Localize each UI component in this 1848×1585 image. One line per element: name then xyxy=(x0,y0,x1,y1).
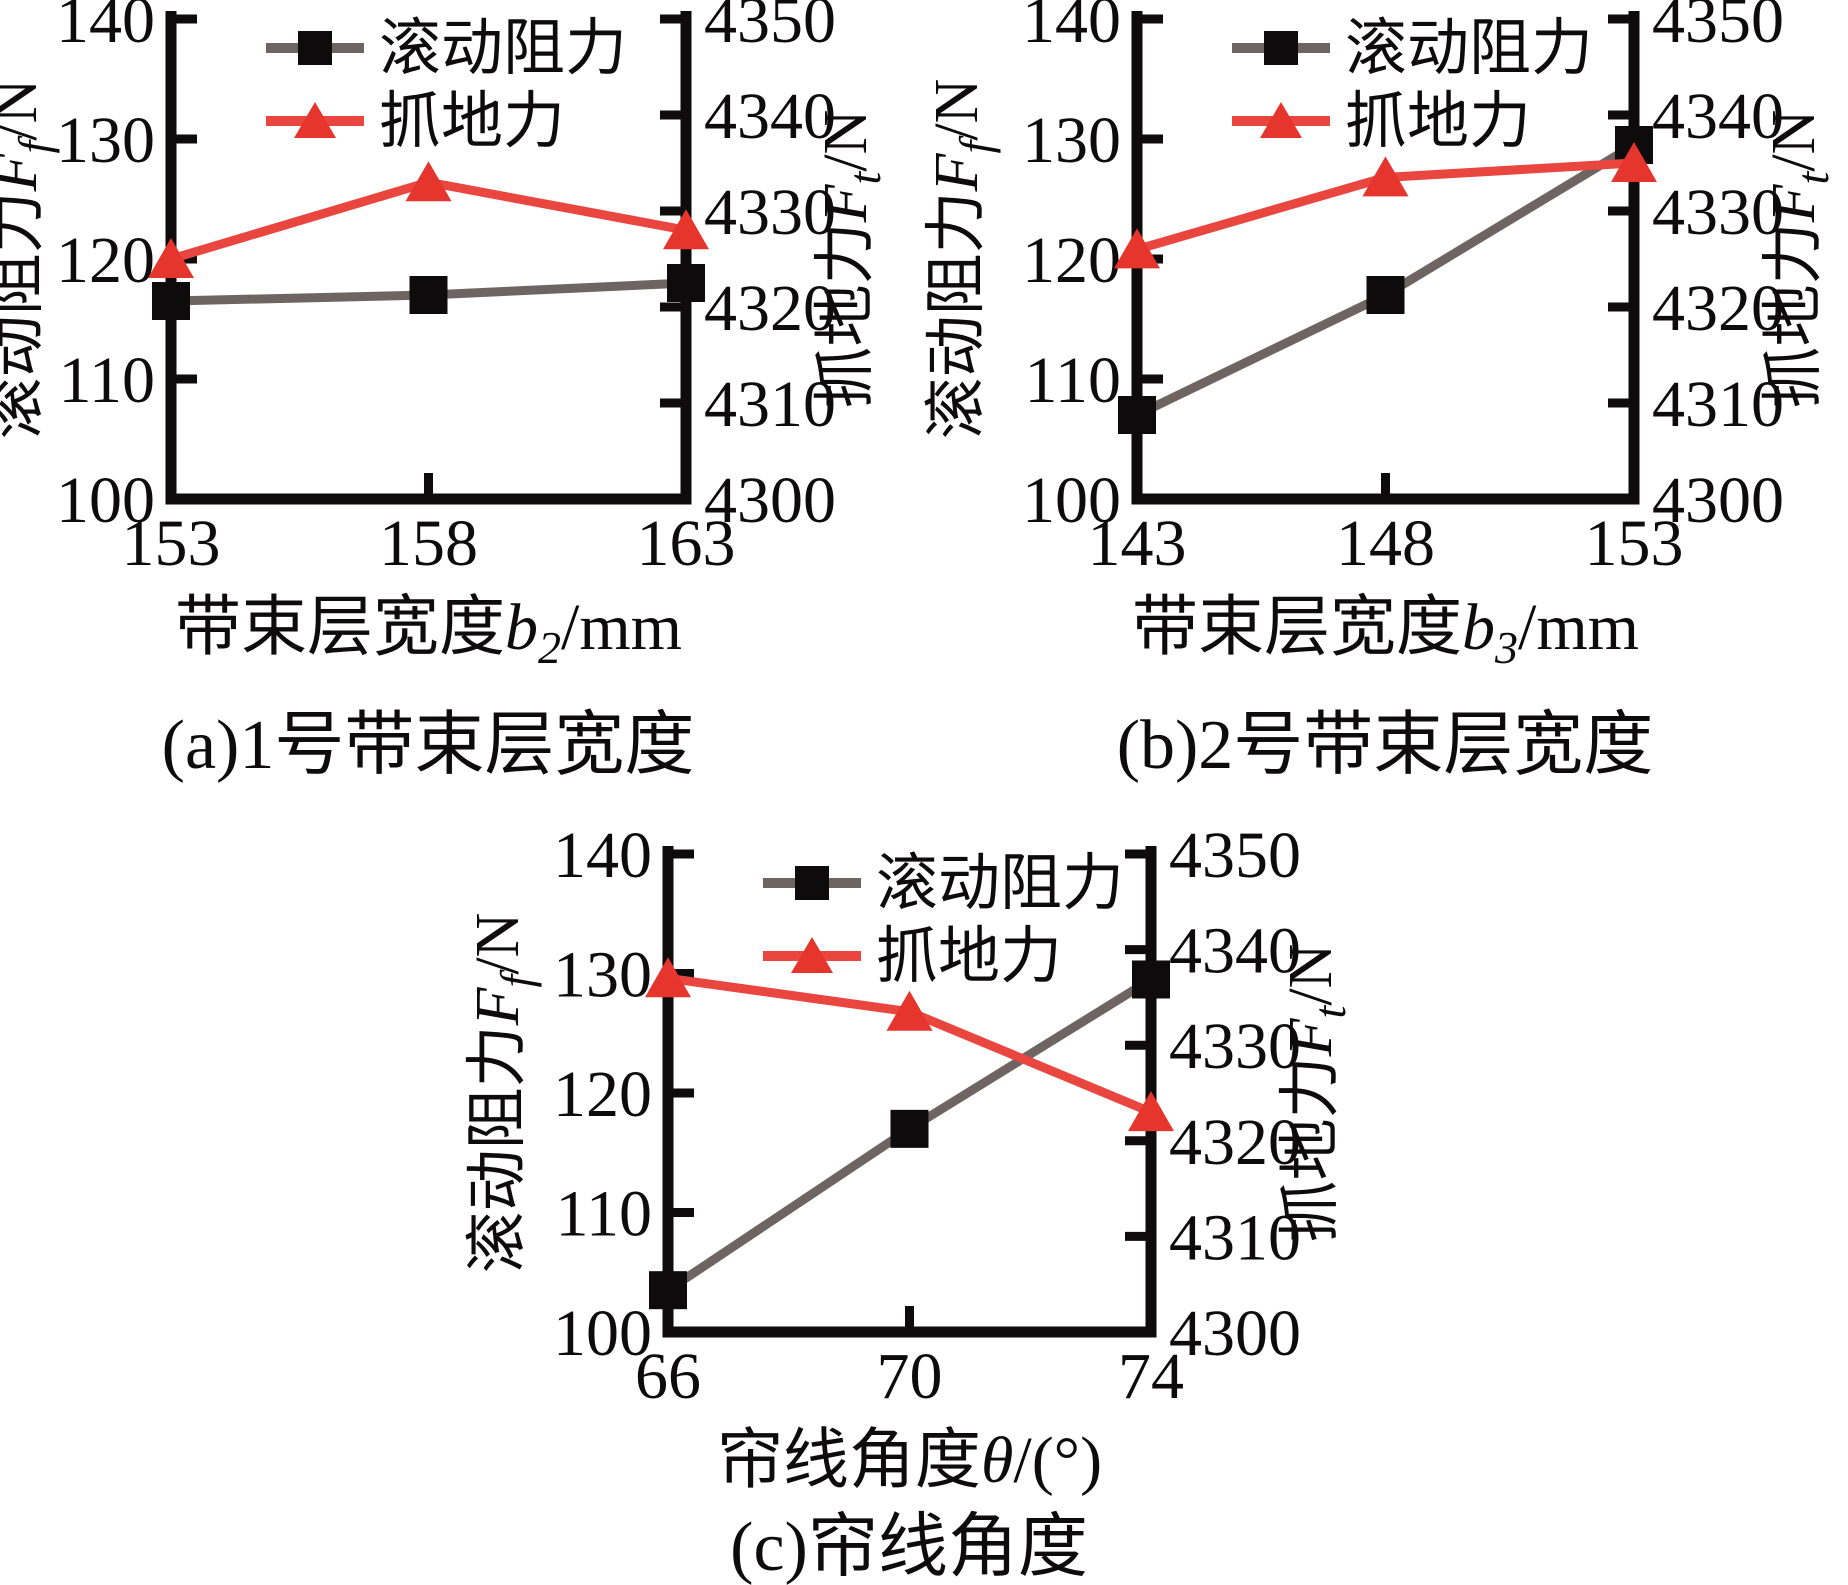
series-rolling-point-b-1 xyxy=(1366,276,1405,314)
right-tick-label: 4330 xyxy=(1169,1010,1301,1083)
x-axis-title-b: 带束层宽度b3/mm xyxy=(1132,591,1639,673)
series-rolling-point-c-0 xyxy=(649,1271,687,1310)
chart-a: 100 110 120 130 140 4300 4310 4320 4330 4340 4350 1… xyxy=(0,0,890,673)
legend-rolling-label: 滚动阻力 xyxy=(1345,15,1593,83)
left-tick-label: 100 xyxy=(56,464,155,537)
caption-c: (c)帘线角度 xyxy=(730,1509,1088,1585)
chart-c-axes xyxy=(662,846,1157,1338)
right-tick-label: 4340 xyxy=(1169,915,1301,988)
legend-rolling-label: 滚动阻力 xyxy=(379,15,627,83)
right-tick-label: 4340 xyxy=(704,80,836,153)
left-tick-label: 100 xyxy=(1022,464,1121,537)
x-axis-title-c: 帘线角度θ/(°) xyxy=(717,1424,1102,1497)
right-axis-title-a: 抓地力Ft/N xyxy=(812,110,890,409)
x-tick-label: 148 xyxy=(1336,507,1435,580)
right-tick-label: 4330 xyxy=(1652,176,1784,249)
right-tick-label: 4340 xyxy=(1652,80,1784,153)
left-tick-label: 120 xyxy=(1022,224,1121,297)
series-rolling-point-a-0 xyxy=(152,282,190,320)
chart-c: 100 110 120 130 140 4300 4310 4320 4330 4340 4350 6… xyxy=(464,819,1355,1497)
chart-b-axes xyxy=(1131,11,1640,505)
chart-b: 100 110 120 130 140 4300 4310 4320 4330 4340 4350 1… xyxy=(923,0,1838,673)
left-tick-label: 140 xyxy=(56,0,155,57)
series-rolling-point-b-0 xyxy=(1118,396,1156,434)
series-grip-point-b-2 xyxy=(1611,142,1657,182)
right-axis-title-c: 抓地力Ft/N xyxy=(1277,944,1355,1243)
legend-grip-marker xyxy=(1260,102,1302,138)
x-tick-label: 153 xyxy=(122,507,221,580)
series-grip-point-c-0 xyxy=(645,957,691,998)
x-tick-label: 158 xyxy=(379,507,478,580)
series-grip-point-c-2 xyxy=(1128,1091,1174,1132)
left-tick-label: 110 xyxy=(1024,344,1121,417)
x-tick-label: 143 xyxy=(1088,507,1187,580)
left-tick-label: 100 xyxy=(553,1297,652,1370)
legend-grip-label: 抓地力 xyxy=(1345,88,1531,156)
legend-rolling-label: 滚动阻力 xyxy=(876,850,1124,918)
x-tick-label: 163 xyxy=(637,507,736,580)
legend-grip-marker xyxy=(294,102,336,138)
right-tick-label: 4350 xyxy=(1652,0,1784,57)
right-tick-label: 4310 xyxy=(704,368,836,441)
right-tick-label: 4300 xyxy=(1652,464,1784,537)
right-tick-label: 4300 xyxy=(1169,1297,1301,1370)
left-tick-label: 120 xyxy=(553,1058,652,1131)
left-tick-label: 130 xyxy=(1022,104,1121,177)
series-grip-point-b-1 xyxy=(1362,156,1409,197)
caption-a: (a)1号带束层宽度 xyxy=(162,707,695,784)
legend-grip-label: 抓地力 xyxy=(876,923,1062,991)
series-grip-point-c-1 xyxy=(886,990,933,1031)
chart-a-axes xyxy=(165,11,692,505)
series-rolling-point-c-2 xyxy=(1132,960,1170,999)
x-tick-label: 66 xyxy=(635,1340,701,1413)
legend-grip-label: 抓地力 xyxy=(379,88,565,156)
legend-rolling-marker xyxy=(1264,31,1298,65)
series-grip-point-b-0 xyxy=(1114,228,1160,269)
left-tick-label: 130 xyxy=(553,939,652,1012)
left-tick-label: 110 xyxy=(555,1178,652,1251)
right-tick-label: 4320 xyxy=(1169,1106,1301,1179)
right-tick-label: 4310 xyxy=(1652,368,1784,441)
right-axis-title-b: 抓地力Ft/N xyxy=(1760,110,1838,409)
series-rolling-point-a-1 xyxy=(409,276,448,314)
x-tick-label: 74 xyxy=(1118,1340,1184,1413)
series-rolling-point-a-2 xyxy=(667,264,705,302)
left-axis-title-a: 滚动阻力Ff/N xyxy=(0,79,60,440)
legend-grip-marker xyxy=(791,937,833,973)
left-tick-label: 140 xyxy=(553,819,652,892)
x-tick-label: 153 xyxy=(1585,507,1684,580)
left-tick-label: 110 xyxy=(58,344,155,417)
left-axis-title-c: 滚动阻力Ff/N xyxy=(464,913,542,1274)
right-tick-label: 4320 xyxy=(1652,272,1784,345)
right-tick-label: 4350 xyxy=(1169,819,1301,892)
right-tick-label: 4350 xyxy=(704,0,836,57)
series-grip-point-a-1 xyxy=(405,161,452,202)
right-tick-label: 4310 xyxy=(1169,1201,1301,1274)
right-tick-label: 4330 xyxy=(704,176,836,249)
series-grip-point-a-2 xyxy=(663,209,709,250)
series-rolling-point-c-1 xyxy=(890,1109,929,1148)
left-tick-label: 140 xyxy=(1022,0,1121,57)
left-tick-label: 120 xyxy=(56,224,155,297)
left-tick-label: 130 xyxy=(56,104,155,177)
legend-rolling-marker xyxy=(298,31,332,65)
right-tick-label: 4320 xyxy=(704,272,836,345)
series-grip-point-a-0 xyxy=(148,238,194,278)
caption-b: (b)2号带束层宽度 xyxy=(1117,707,1654,784)
x-tick-label: 70 xyxy=(877,1340,943,1413)
left-axis-title-b: 滚动阻力Ff/N xyxy=(923,79,1001,440)
legend-rolling-marker xyxy=(795,866,829,900)
charts-layer: 1001101201301404300431043204330434043501… xyxy=(0,0,1838,1497)
x-axis-title-a: 带束层宽度b2/mm xyxy=(175,591,682,673)
right-tick-label: 4300 xyxy=(704,464,836,537)
